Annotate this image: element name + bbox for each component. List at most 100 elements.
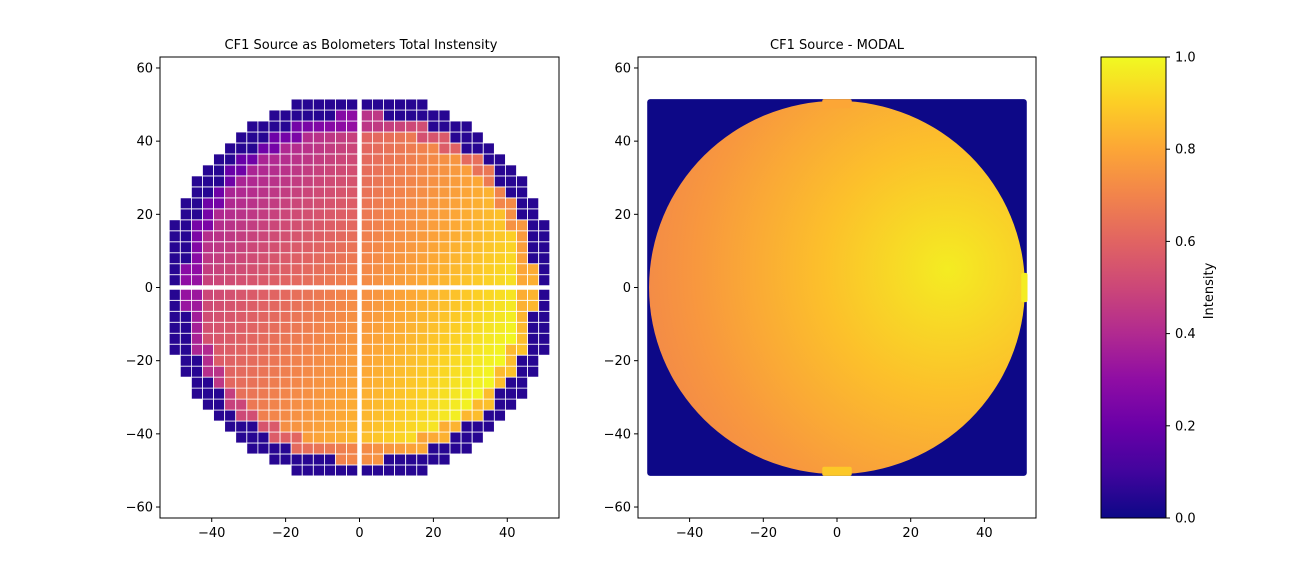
bolometer-pixel — [235, 299, 248, 312]
colorbar-label: Intensity — [1202, 262, 1217, 319]
bolometer-pixel — [372, 321, 384, 334]
bolometer-pixel — [416, 186, 429, 199]
bolometer-pixel — [301, 376, 314, 389]
bolometer-pixel — [427, 142, 440, 155]
bolometer-pixel — [394, 376, 407, 389]
bolometer-pixel — [394, 343, 407, 356]
bolometer-pixel — [279, 230, 292, 243]
bolometer-pixel — [372, 186, 384, 199]
bolometer-pixel — [224, 365, 237, 378]
bolometer-pixel — [394, 153, 407, 166]
bolometer-pixel — [427, 365, 440, 378]
bolometer-pixel — [383, 153, 395, 166]
bolometer-pixel — [505, 197, 517, 210]
bolometer-pixel — [235, 219, 248, 232]
bolometer-pixel — [438, 409, 451, 422]
bolometer-pixel — [235, 208, 248, 221]
bolometer-pixel — [493, 263, 506, 276]
bolometer-pixel — [516, 343, 528, 356]
bolometer-pixel — [191, 175, 203, 188]
bolometer-pixel — [335, 241, 347, 254]
bolometer-pixel — [224, 376, 237, 389]
bolometer-pixel — [372, 197, 384, 210]
bolometer-pixel — [438, 299, 451, 312]
bolometer-pixel — [257, 398, 270, 411]
bolometer-pixel — [405, 175, 418, 188]
bolometer-pixel — [290, 354, 303, 367]
bolometer-pixel — [335, 464, 347, 477]
bolometer-x-ticks: −40 −20 0 20 40 — [198, 518, 516, 541]
bolometer-pixel — [505, 365, 517, 378]
colorbar-gradient — [1100, 56, 1167, 519]
bolometer-pixel — [416, 387, 429, 400]
bolometer-pixel — [312, 274, 325, 287]
bolometer-pixel — [279, 442, 292, 455]
bolometer-pixel — [505, 252, 517, 265]
bolometer-pixel — [346, 252, 359, 265]
bolometer-pixel — [427, 354, 440, 367]
bolometer-pixel — [394, 197, 407, 210]
bolometer-pixel — [324, 431, 336, 444]
bolometer-pixel — [372, 343, 384, 356]
bolometer-pixel — [405, 288, 418, 301]
bolometer-pixel — [224, 241, 237, 254]
bolometer-pixel — [290, 197, 303, 210]
bolometer-pixel — [346, 431, 359, 444]
bolometer-pixel — [268, 208, 281, 221]
bolometer-pixel — [527, 208, 540, 221]
bolometer-pixel — [179, 230, 192, 243]
bolometer-pixel — [405, 376, 418, 389]
bolometer-pixel — [471, 409, 484, 422]
bolometer-pixel — [505, 310, 517, 323]
bolometer-pixel — [360, 208, 373, 221]
bolometer-pixel — [405, 219, 418, 232]
bolometer-pixel — [257, 409, 270, 422]
bolometer-pixel — [224, 354, 237, 367]
bolometer-pixel — [449, 365, 462, 378]
bolometer-pixel — [191, 208, 203, 221]
bolometer-pixel — [235, 252, 248, 265]
bolometer-pixel — [246, 365, 259, 378]
bolometer-pixel — [394, 175, 407, 188]
bolometer-plot-area — [160, 57, 559, 518]
bolometer-pixel — [290, 299, 303, 312]
bolometer-pixel — [191, 219, 203, 232]
bolometer-pixel — [505, 376, 517, 389]
bolometer-pixel — [449, 219, 462, 232]
x-tick-label: 0 — [833, 526, 841, 541]
bolometer-pixel — [383, 120, 395, 133]
bolometer-pixel — [346, 153, 359, 166]
colorbar-tick-label: 0.4 — [1175, 327, 1196, 342]
bolometer-pixel — [405, 398, 418, 411]
bolometer-pixel — [324, 332, 336, 345]
bolometer-pixel — [168, 299, 181, 312]
bolometer-pixel — [372, 442, 384, 455]
bolometer-pixel — [279, 197, 292, 210]
bolometer-pixel — [246, 310, 259, 323]
bolometer-pixel — [268, 299, 281, 312]
bolometer-pixel — [213, 230, 226, 243]
bolometer-pixel — [235, 131, 248, 144]
bolometer-pixel — [246, 197, 259, 210]
bolometer-pixel — [224, 409, 237, 422]
bolometer-pixel — [360, 142, 373, 155]
bolometer-pixel — [246, 431, 259, 444]
bolometer-pixel — [213, 219, 226, 232]
bolometer-pixel — [279, 175, 292, 188]
bolometer-pixel — [346, 120, 359, 133]
bolometer-pixel — [202, 376, 214, 389]
bolometer-pixel — [438, 252, 451, 265]
bolometer-pixel — [493, 332, 506, 345]
bolometer-pixel — [290, 208, 303, 221]
bolometer-pixel — [335, 175, 347, 188]
bolometer-pixel — [290, 142, 303, 155]
bolometer-pixel — [471, 153, 484, 166]
bolometer-pixel — [394, 142, 407, 155]
bolometer-pixel — [224, 343, 237, 356]
bolometer-pixel — [257, 274, 270, 287]
bolometer-pixel — [360, 310, 373, 323]
bolometer-pixel — [202, 252, 214, 265]
bolometer-pixel — [290, 332, 303, 345]
bolometer-pixel — [394, 274, 407, 287]
bolometer-pixel — [505, 208, 517, 221]
